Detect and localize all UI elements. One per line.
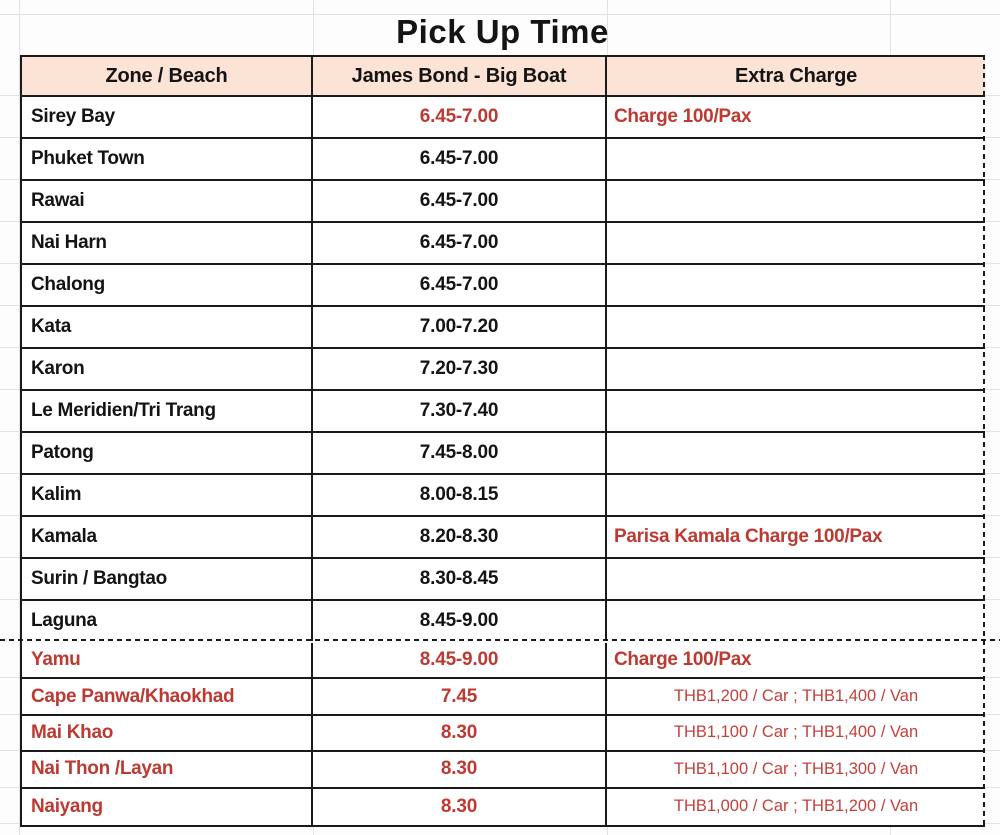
zone-cell[interactable]: Nai Thon /Layan [22, 752, 313, 787]
zone-cell[interactable]: Nai Harn [22, 223, 313, 263]
gridline [19, 0, 20, 835]
time-cell[interactable]: 7.45-8.00 [313, 433, 607, 473]
time-cell[interactable]: 7.30-7.40 [313, 391, 607, 431]
zone-cell[interactable]: Kamala [22, 517, 313, 557]
time-cell[interactable]: 8.30 [313, 788, 607, 825]
zone-cell[interactable]: Naiyang [22, 788, 313, 825]
zone-cell[interactable]: Surin / Bangtao [22, 559, 313, 599]
time-cell[interactable]: 8.45-9.00 [313, 643, 607, 678]
table-row: Laguna 8.45-9.00 [22, 601, 985, 643]
header-extra-charge[interactable]: Extra Charge [734, 64, 858, 87]
extra-cell[interactable]: THB1,000 / Car ; THB1,200 / Van [673, 797, 919, 816]
extra-cell[interactable] [607, 223, 985, 263]
zone-cell[interactable]: Rawai [22, 181, 313, 221]
zone-cell[interactable]: Sirey Bay [22, 97, 313, 137]
table-row: Surin / Bangtao 8.30-8.45 [22, 559, 985, 601]
extra-cell[interactable] [607, 181, 985, 221]
table-row: Chalong 6.45-7.00 [22, 265, 985, 307]
time-cell[interactable]: 8.30 [313, 715, 607, 751]
extra-cell[interactable] [607, 307, 985, 347]
page-break-horizontal-line [0, 639, 1000, 641]
zone-cell[interactable]: Le Meridien/Tri Trang [22, 391, 313, 431]
time-cell[interactable]: 6.45-7.00 [313, 265, 607, 305]
zone-cell[interactable]: Yamu [22, 643, 313, 678]
extra-cell[interactable]: Charge 100/Pax [614, 649, 752, 671]
pickup-time-table: Zone / Beach James Bond - Big Boat Extra… [20, 55, 985, 827]
zone-cell[interactable]: Patong [22, 433, 313, 473]
extra-cell[interactable]: THB1,200 / Car ; THB1,400 / Van [673, 687, 919, 706]
table-row: Rawai 6.45-7.00 [22, 181, 985, 223]
zone-cell[interactable]: Chalong [22, 265, 313, 305]
extra-cell[interactable] [607, 265, 985, 305]
header-james-bond-big-boat[interactable]: James Bond - Big Boat [313, 57, 607, 95]
extra-cell[interactable]: Charge 100/Pax [614, 106, 752, 127]
time-cell[interactable]: 6.45-7.00 [313, 223, 607, 263]
table-row: Sirey Bay 6.45-7.00 Charge 100/Pax [22, 97, 985, 139]
table-row: Yamu 8.45-9.00 Charge 100/Pax [22, 643, 985, 680]
time-cell[interactable]: 6.45-7.00 [313, 97, 607, 137]
table-row: Nai Thon /Layan 8.30 THB1,100 / Car ; TH… [22, 752, 985, 789]
table-row: Cape Panwa/Khaokhad 7.45 THB1,200 / Car … [22, 679, 985, 716]
zone-cell[interactable]: Cape Panwa/Khaokhad [22, 679, 313, 714]
table-row: Le Meridien/Tri Trang 7.30-7.40 [22, 391, 985, 433]
zone-cell[interactable]: Mai Khao [22, 715, 313, 751]
table-row: Mai Khao 8.30 THB1,100 / Car ; THB1,400 … [22, 715, 985, 753]
zone-cell[interactable]: Karon [22, 349, 313, 389]
table-row: Naiyang 8.30 THB1,000 / Car ; THB1,200 /… [22, 788, 985, 825]
time-cell[interactable]: 8.30-8.45 [313, 559, 607, 599]
table-row: Kamala 8.20-8.30 Parisa Kamala Charge 10… [22, 517, 985, 559]
extra-cell[interactable] [607, 139, 985, 179]
table-header-row: Zone / Beach James Bond - Big Boat Extra… [22, 57, 985, 97]
table-row: Kata 7.00-7.20 [22, 307, 985, 349]
table-row: Karon 7.20-7.30 [22, 349, 985, 391]
extra-cell[interactable] [607, 349, 985, 389]
table-row: Patong 7.45-8.00 [22, 433, 985, 475]
extra-cell[interactable] [607, 559, 985, 599]
table-row: Phuket Town 6.45-7.00 [22, 139, 985, 181]
table-row: Kalim 8.00-8.15 [22, 475, 985, 517]
time-cell[interactable]: 7.45 [313, 679, 607, 714]
extra-cell[interactable]: THB1,100 / Car ; THB1,400 / Van [673, 723, 919, 742]
zone-cell[interactable]: Kalim [22, 475, 313, 515]
time-cell[interactable]: 8.00-8.15 [313, 475, 607, 515]
time-cell[interactable]: 7.20-7.30 [313, 349, 607, 389]
extra-cell[interactable] [607, 475, 985, 515]
extra-cell[interactable] [607, 601, 985, 641]
time-cell[interactable]: 6.45-7.00 [313, 181, 607, 221]
extra-cell[interactable]: THB1,100 / Car ; THB1,300 / Van [673, 759, 919, 778]
time-cell[interactable]: 6.45-7.00 [313, 139, 607, 179]
extra-cell[interactable]: Parisa Kamala Charge 100/Pax [614, 526, 883, 547]
extra-cell[interactable] [607, 433, 985, 473]
page-break-vertical-line [983, 55, 985, 825]
time-cell[interactable]: 8.20-8.30 [313, 517, 607, 557]
time-cell[interactable]: 8.45-9.00 [313, 601, 607, 641]
zone-cell[interactable]: Kata [22, 307, 313, 347]
time-cell[interactable]: 8.30 [313, 752, 607, 787]
extra-cell[interactable] [607, 391, 985, 431]
zone-cell[interactable]: Phuket Town [22, 139, 313, 179]
time-cell[interactable]: 7.00-7.20 [313, 307, 607, 347]
zone-cell[interactable]: Laguna [22, 601, 313, 641]
table-row: Nai Harn 6.45-7.00 [22, 223, 985, 265]
sheet-title[interactable]: Pick Up Time [396, 12, 609, 50]
header-zone-beach[interactable]: Zone / Beach [22, 57, 313, 95]
gridline [0, 14, 1000, 15]
